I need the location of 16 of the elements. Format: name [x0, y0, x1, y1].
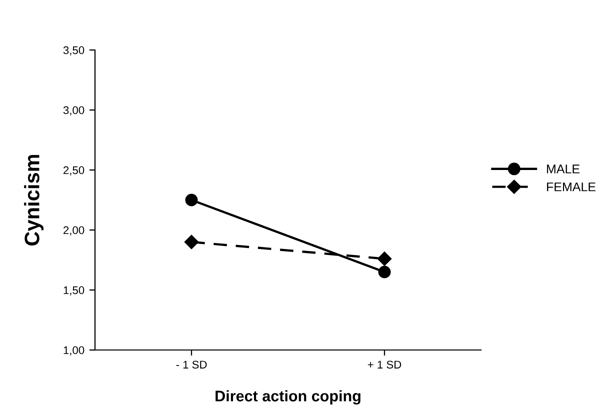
- y-axis-title: Cynicism: [24, 154, 44, 246]
- y-tick-label: 3,00: [63, 106, 84, 116]
- y-tick-label: 1,00: [64, 346, 84, 356]
- y-tick-label: 3,50: [63, 46, 84, 56]
- y-tick-label: 2,50: [64, 166, 84, 176]
- y-tick-label: 2,00: [64, 226, 84, 236]
- legend-label: FEMALE: [547, 182, 596, 192]
- point: [377, 252, 392, 266]
- point: [378, 266, 391, 278]
- point: [185, 194, 198, 206]
- point: [184, 234, 199, 250]
- x-axis-title: Direct action coping: [216, 390, 360, 405]
- y-tick-label: 1,50: [64, 286, 84, 296]
- x-tick-label: + 1 SD: [368, 360, 402, 369]
- legend-label: MALE: [547, 164, 580, 174]
- x-tick-label: - 1 SD: [176, 360, 207, 369]
